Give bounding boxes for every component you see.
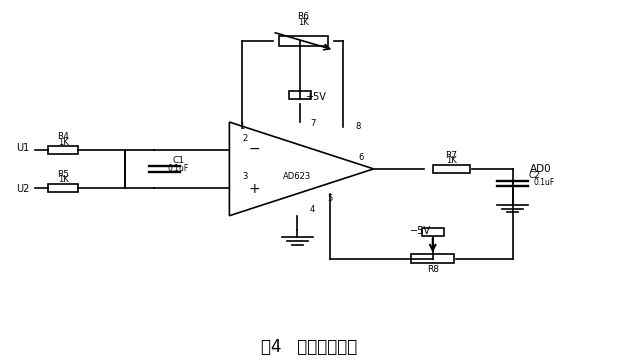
Bar — [411, 254, 454, 264]
Bar — [289, 91, 311, 99]
Bar — [279, 36, 328, 46]
Text: 6: 6 — [358, 153, 364, 162]
Text: U2: U2 — [16, 184, 30, 195]
Text: 3: 3 — [242, 172, 248, 181]
Text: 0.1uF: 0.1uF — [533, 178, 554, 187]
Text: C2: C2 — [529, 171, 540, 180]
Text: 2: 2 — [242, 134, 248, 143]
Text: 1: 1 — [239, 122, 245, 131]
Text: 4: 4 — [310, 205, 315, 214]
Text: −5V: −5V — [410, 225, 431, 236]
Text: 0.1uF: 0.1uF — [168, 164, 189, 173]
Text: R8: R8 — [426, 265, 439, 274]
Text: R5: R5 — [57, 170, 69, 179]
Bar — [422, 228, 444, 236]
Text: +5V: +5V — [305, 93, 326, 102]
Text: 1K: 1K — [298, 18, 309, 27]
Text: 1K: 1K — [58, 175, 68, 184]
Text: 8: 8 — [355, 122, 361, 131]
Bar — [433, 165, 470, 173]
Text: U1: U1 — [16, 143, 30, 153]
Text: C1: C1 — [172, 156, 184, 166]
Text: R7: R7 — [445, 151, 457, 160]
Bar — [48, 146, 79, 154]
Text: −: − — [248, 141, 260, 155]
Text: +: + — [248, 183, 260, 196]
Bar — [48, 184, 79, 192]
Text: R6: R6 — [297, 12, 310, 21]
Text: AD0: AD0 — [530, 164, 552, 174]
Text: AD623: AD623 — [283, 172, 311, 181]
Text: 图4   信号放大电路: 图4 信号放大电路 — [261, 338, 358, 356]
Text: 7: 7 — [310, 119, 315, 128]
Text: 1K: 1K — [58, 138, 68, 147]
Text: 5: 5 — [328, 194, 333, 203]
Text: R4: R4 — [57, 132, 69, 141]
Text: 1K: 1K — [446, 156, 457, 165]
